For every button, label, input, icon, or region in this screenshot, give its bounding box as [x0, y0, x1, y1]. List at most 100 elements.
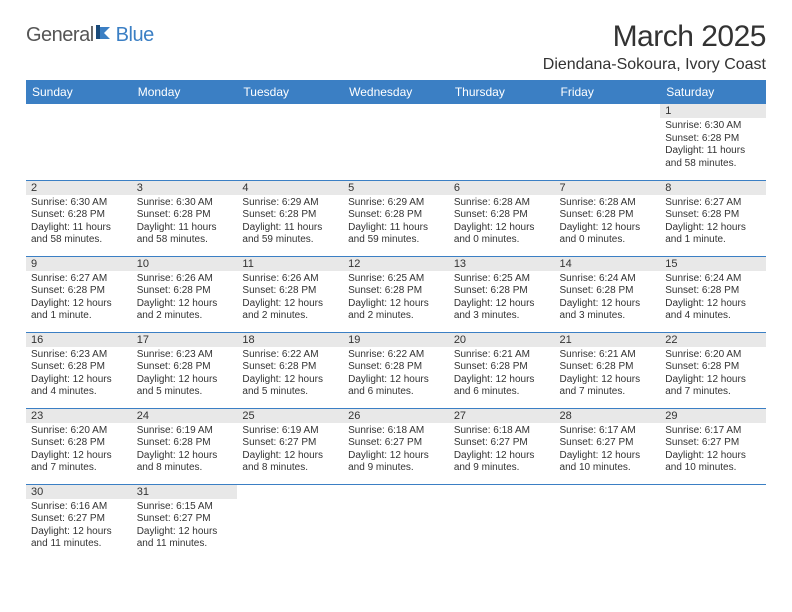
day-number: 13	[449, 257, 555, 271]
calendar-cell: 31Sunrise: 6:15 AMSunset: 6:27 PMDayligh…	[132, 484, 238, 560]
daylight-text: Daylight: 12 hours and 5 minutes.	[242, 374, 338, 399]
sunrise-text: Sunrise: 6:24 AM	[560, 273, 656, 286]
day-details: Sunrise: 6:22 AMSunset: 6:28 PMDaylight:…	[237, 347, 343, 402]
daylight-text: Daylight: 12 hours and 7 minutes.	[665, 374, 761, 399]
sunrise-text: Sunrise: 6:17 AM	[560, 425, 656, 438]
calendar-cell: 12Sunrise: 6:25 AMSunset: 6:28 PMDayligh…	[343, 256, 449, 332]
day-header: Sunday	[26, 80, 132, 104]
calendar-cell	[555, 484, 661, 560]
day-details: Sunrise: 6:16 AMSunset: 6:27 PMDaylight:…	[26, 499, 132, 554]
sunset-text: Sunset: 6:27 PM	[242, 437, 338, 450]
calendar-cell: 7Sunrise: 6:28 AMSunset: 6:28 PMDaylight…	[555, 180, 661, 256]
sunrise-text: Sunrise: 6:25 AM	[454, 273, 550, 286]
calendar-cell: 24Sunrise: 6:19 AMSunset: 6:28 PMDayligh…	[132, 408, 238, 484]
day-details: Sunrise: 6:30 AMSunset: 6:28 PMDaylight:…	[660, 118, 766, 173]
daylight-text: Daylight: 12 hours and 1 minute.	[665, 222, 761, 247]
sunset-text: Sunset: 6:28 PM	[242, 209, 338, 222]
calendar-cell	[343, 484, 449, 560]
daylight-text: Daylight: 11 hours and 59 minutes.	[348, 222, 444, 247]
calendar-week: 9Sunrise: 6:27 AMSunset: 6:28 PMDaylight…	[26, 256, 766, 332]
sunrise-text: Sunrise: 6:27 AM	[665, 197, 761, 210]
calendar-cell: 15Sunrise: 6:24 AMSunset: 6:28 PMDayligh…	[660, 256, 766, 332]
daylight-text: Daylight: 11 hours and 59 minutes.	[242, 222, 338, 247]
sunset-text: Sunset: 6:27 PM	[31, 513, 127, 526]
header: General Blue March 2025 Diendana-Sokoura…	[26, 20, 766, 74]
day-number: 14	[555, 257, 661, 271]
day-details: Sunrise: 6:18 AMSunset: 6:27 PMDaylight:…	[343, 423, 449, 478]
day-details: Sunrise: 6:28 AMSunset: 6:28 PMDaylight:…	[555, 195, 661, 250]
day-number: 5	[343, 181, 449, 195]
daylight-text: Daylight: 12 hours and 0 minutes.	[454, 222, 550, 247]
calendar-cell: 27Sunrise: 6:18 AMSunset: 6:27 PMDayligh…	[449, 408, 555, 484]
daylight-text: Daylight: 12 hours and 2 minutes.	[137, 298, 233, 323]
day-details: Sunrise: 6:21 AMSunset: 6:28 PMDaylight:…	[449, 347, 555, 402]
sunrise-text: Sunrise: 6:19 AM	[137, 425, 233, 438]
daylight-text: Daylight: 12 hours and 6 minutes.	[454, 374, 550, 399]
calendar-cell: 1Sunrise: 6:30 AMSunset: 6:28 PMDaylight…	[660, 104, 766, 180]
sunrise-text: Sunrise: 6:20 AM	[665, 349, 761, 362]
day-number: 19	[343, 333, 449, 347]
daylight-text: Daylight: 12 hours and 9 minutes.	[348, 450, 444, 475]
day-number: 21	[555, 333, 661, 347]
day-details: Sunrise: 6:19 AMSunset: 6:28 PMDaylight:…	[132, 423, 238, 478]
calendar-cell: 18Sunrise: 6:22 AMSunset: 6:28 PMDayligh…	[237, 332, 343, 408]
sunrise-text: Sunrise: 6:28 AM	[560, 197, 656, 210]
daylight-text: Daylight: 12 hours and 5 minutes.	[137, 374, 233, 399]
sunset-text: Sunset: 6:28 PM	[560, 361, 656, 374]
day-details: Sunrise: 6:24 AMSunset: 6:28 PMDaylight:…	[660, 271, 766, 326]
day-details: Sunrise: 6:30 AMSunset: 6:28 PMDaylight:…	[26, 195, 132, 250]
day-details: Sunrise: 6:26 AMSunset: 6:28 PMDaylight:…	[132, 271, 238, 326]
daylight-text: Daylight: 12 hours and 2 minutes.	[348, 298, 444, 323]
day-number: 12	[343, 257, 449, 271]
sunset-text: Sunset: 6:28 PM	[665, 133, 761, 146]
day-number: 26	[343, 409, 449, 423]
sunset-text: Sunset: 6:28 PM	[560, 209, 656, 222]
sunrise-text: Sunrise: 6:26 AM	[242, 273, 338, 286]
day-details: Sunrise: 6:22 AMSunset: 6:28 PMDaylight:…	[343, 347, 449, 402]
sunset-text: Sunset: 6:28 PM	[454, 285, 550, 298]
sunset-text: Sunset: 6:27 PM	[348, 437, 444, 450]
daylight-text: Daylight: 12 hours and 10 minutes.	[665, 450, 761, 475]
sunset-text: Sunset: 6:28 PM	[348, 209, 444, 222]
day-number: 9	[26, 257, 132, 271]
sunset-text: Sunset: 6:27 PM	[137, 513, 233, 526]
day-header: Friday	[555, 80, 661, 104]
calendar-cell: 11Sunrise: 6:26 AMSunset: 6:28 PMDayligh…	[237, 256, 343, 332]
day-number: 3	[132, 181, 238, 195]
calendar-cell	[449, 484, 555, 560]
sunrise-text: Sunrise: 6:28 AM	[454, 197, 550, 210]
day-number: 1	[660, 104, 766, 118]
calendar-week: 2Sunrise: 6:30 AMSunset: 6:28 PMDaylight…	[26, 180, 766, 256]
calendar-cell: 30Sunrise: 6:16 AMSunset: 6:27 PMDayligh…	[26, 484, 132, 560]
day-details: Sunrise: 6:19 AMSunset: 6:27 PMDaylight:…	[237, 423, 343, 478]
sunrise-text: Sunrise: 6:17 AM	[665, 425, 761, 438]
sunrise-text: Sunrise: 6:25 AM	[348, 273, 444, 286]
calendar-week: 23Sunrise: 6:20 AMSunset: 6:28 PMDayligh…	[26, 408, 766, 484]
sunrise-text: Sunrise: 6:18 AM	[348, 425, 444, 438]
calendar-cell: 20Sunrise: 6:21 AMSunset: 6:28 PMDayligh…	[449, 332, 555, 408]
sunset-text: Sunset: 6:28 PM	[242, 361, 338, 374]
sunset-text: Sunset: 6:27 PM	[454, 437, 550, 450]
location: Diendana-Sokoura, Ivory Coast	[543, 56, 766, 74]
day-details: Sunrise: 6:24 AMSunset: 6:28 PMDaylight:…	[555, 271, 661, 326]
sunset-text: Sunset: 6:27 PM	[560, 437, 656, 450]
daylight-text: Daylight: 12 hours and 3 minutes.	[560, 298, 656, 323]
sunrise-text: Sunrise: 6:30 AM	[137, 197, 233, 210]
logo: General Blue	[26, 24, 154, 47]
flag-icon	[96, 25, 114, 39]
day-number: 25	[237, 409, 343, 423]
day-details: Sunrise: 6:18 AMSunset: 6:27 PMDaylight:…	[449, 423, 555, 478]
day-details: Sunrise: 6:15 AMSunset: 6:27 PMDaylight:…	[132, 499, 238, 554]
sunrise-text: Sunrise: 6:16 AM	[31, 501, 127, 514]
calendar-cell: 21Sunrise: 6:21 AMSunset: 6:28 PMDayligh…	[555, 332, 661, 408]
sunrise-text: Sunrise: 6:22 AM	[348, 349, 444, 362]
daylight-text: Daylight: 12 hours and 4 minutes.	[665, 298, 761, 323]
sunset-text: Sunset: 6:28 PM	[31, 209, 127, 222]
calendar-cell: 28Sunrise: 6:17 AMSunset: 6:27 PMDayligh…	[555, 408, 661, 484]
day-details: Sunrise: 6:29 AMSunset: 6:28 PMDaylight:…	[237, 195, 343, 250]
daylight-text: Daylight: 12 hours and 4 minutes.	[31, 374, 127, 399]
day-details: Sunrise: 6:20 AMSunset: 6:28 PMDaylight:…	[26, 423, 132, 478]
day-details: Sunrise: 6:25 AMSunset: 6:28 PMDaylight:…	[449, 271, 555, 326]
day-number: 29	[660, 409, 766, 423]
calendar-cell: 3Sunrise: 6:30 AMSunset: 6:28 PMDaylight…	[132, 180, 238, 256]
